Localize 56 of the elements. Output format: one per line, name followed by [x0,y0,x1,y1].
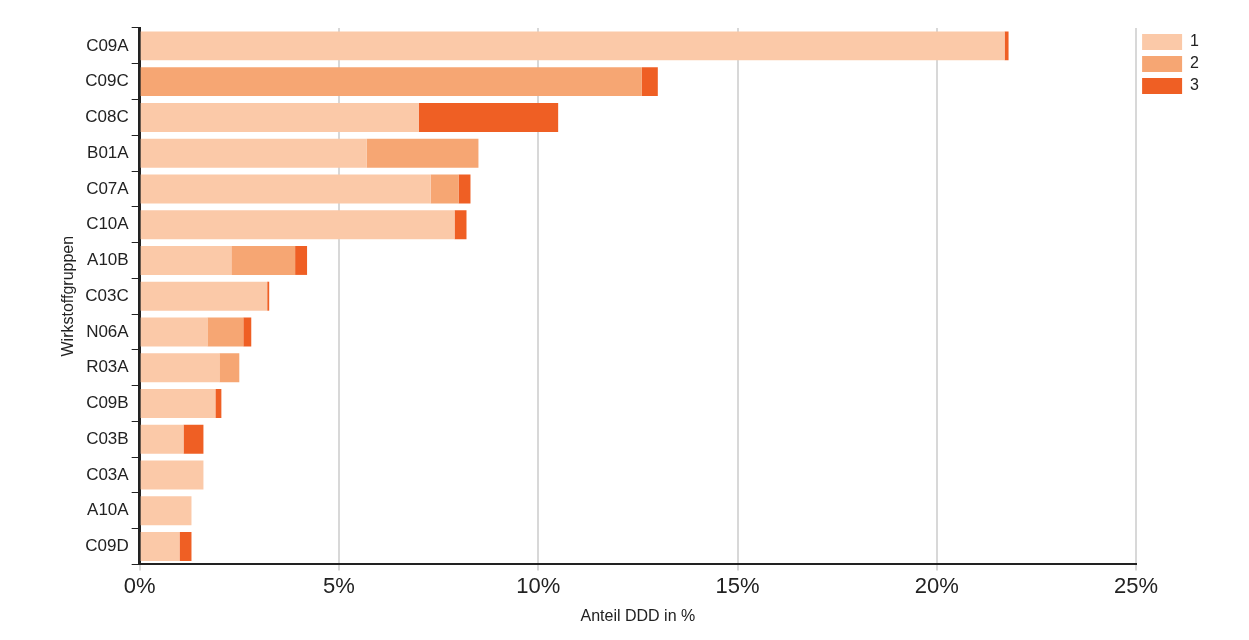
bar [140,353,220,383]
bar [1004,31,1009,61]
bar [454,210,467,240]
legend-label: 3 [1190,76,1200,94]
y-tick-label: C08C [85,107,129,127]
y-tick-label: C03B [86,428,129,448]
bar [430,174,459,204]
bar [179,532,192,561]
bar [140,460,204,490]
bar [140,210,455,240]
bar [140,67,642,97]
y-tick-label: C03A [86,464,130,484]
bar [219,353,240,383]
y-tick-label: A10B [87,250,129,270]
legend-label: 1 [1190,32,1200,50]
bar [140,245,232,275]
x-tick-label: 10% [516,572,561,598]
x-tick-label: 20% [914,572,959,598]
legend-label: 2 [1190,54,1200,72]
bar [641,67,658,97]
bar [140,317,208,347]
bar [140,496,192,526]
y-tick-label: C07A [86,178,130,198]
bar [243,317,252,347]
y-tick-label: C09C [85,71,129,91]
x-tick-label: 0% [123,572,156,598]
bar [183,424,204,454]
bar [366,138,479,168]
y-tick-label: C09A [86,35,130,55]
x-tick-label: 5% [323,572,355,598]
y-tick-label: C03C [85,285,129,305]
bar [140,102,419,132]
bar [458,174,471,204]
bar [140,532,180,561]
x-axis-title: Anteil DDD in % [580,606,696,624]
y-tick-label: A10A [87,500,130,520]
bar [140,174,431,204]
y-tick-label: R03A [86,357,130,377]
bar [140,281,268,311]
y-tick-label: C10A [86,214,130,234]
bar [295,245,308,275]
y-tick-label: N06A [86,321,130,341]
y-tick-label: B01A [87,142,130,162]
bar [140,424,184,454]
y-axis-title: Wirkstoffgruppen [59,235,77,357]
bar [215,389,222,418]
bar [418,102,559,132]
bar [140,389,216,418]
y-tick-label: C09B [86,393,129,413]
bar [207,317,244,347]
bar [231,245,296,275]
y-tick-label: C09D [85,536,129,556]
x-tick-label: 15% [715,572,760,598]
bar [140,138,367,168]
x-tick-label: 25% [1114,572,1159,598]
bar [140,31,1005,61]
